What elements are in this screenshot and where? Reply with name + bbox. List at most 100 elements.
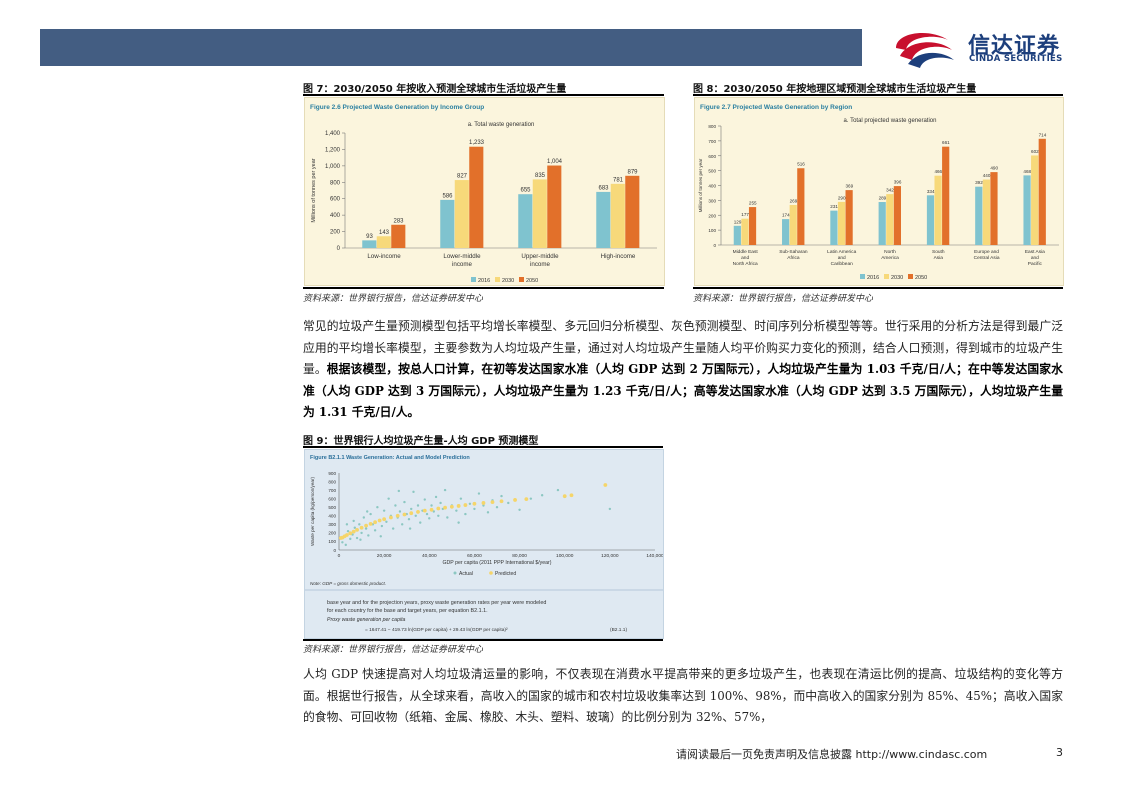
bar-2050 — [990, 172, 998, 245]
actual-point — [385, 520, 388, 523]
bar-2030 — [532, 179, 547, 248]
bar-2016 — [926, 195, 935, 245]
y-tick-label: 600 — [330, 197, 341, 203]
fig7-bottom-rule — [303, 287, 664, 289]
predicted-point — [562, 494, 567, 498]
category-label: East Asia — [1025, 249, 1045, 255]
category-label: Latin America — [827, 249, 856, 255]
cinda-logo-icon — [896, 33, 954, 68]
fig7-chart-box: Figure 2.6 Projected Waste Generation by… — [304, 97, 665, 286]
predicted-point — [603, 483, 608, 487]
bar-value-label: 655 — [520, 188, 531, 194]
predicted-point — [449, 504, 454, 509]
predicted-point — [569, 493, 574, 498]
fig7-source: 资料来源：世界银行报告，信达证券研发中心 — [303, 294, 484, 304]
actual-point — [367, 534, 370, 537]
legend-label: 2050 — [915, 275, 927, 281]
chart-title: a. Total waste generation — [468, 122, 535, 128]
bar-value-label: 879 — [627, 169, 638, 175]
y-tick-label: 0 — [337, 246, 341, 252]
predicted-point — [351, 529, 356, 534]
actual-point — [434, 495, 438, 499]
bar-2050 — [391, 224, 406, 248]
actual-point — [382, 509, 386, 512]
predicted-point — [345, 533, 349, 537]
actual-point — [346, 529, 350, 533]
predicted-point — [389, 515, 393, 520]
actual-point — [407, 518, 411, 521]
predicted-point — [429, 507, 434, 512]
bar-value-label: 289 — [879, 196, 887, 201]
legend-swatch-actual — [453, 571, 457, 575]
y-tick-label: 300 — [708, 198, 716, 203]
bar-2050 — [893, 186, 901, 245]
predicted-point — [368, 522, 373, 526]
figure-note: Note: GDP = gross domestic product. — [310, 581, 386, 586]
y-tick-label: 600 — [708, 154, 716, 159]
fig7-caption: 图 7：2030/2050 年按收入预测全球城市生活垃圾产生量 — [303, 84, 567, 95]
predicted-point — [364, 523, 368, 528]
fig9-chart-box: Figure B2.1.1 Waste Generation: Actual a… — [304, 449, 664, 639]
y-tick-label: 200 — [330, 230, 341, 236]
bar-2050 — [845, 190, 853, 245]
chart-title: a. Total projected waste generation — [844, 118, 937, 124]
actual-point — [349, 537, 352, 541]
predicted-point — [436, 506, 441, 511]
fig8-bottom-rule — [693, 287, 1063, 289]
bar-value-label: 143 — [379, 230, 390, 236]
category-label: Middle East — [733, 249, 759, 255]
y-tick-label: 400 — [328, 514, 336, 519]
actual-point — [437, 514, 440, 517]
predicted-point — [402, 512, 407, 517]
bar-value-label: 1,233 — [469, 140, 485, 146]
category-label: Asia — [934, 255, 944, 261]
actual-point — [455, 509, 458, 512]
actual-point — [459, 497, 463, 500]
bar-value-label: 290 — [838, 195, 846, 200]
bar-2016 — [782, 219, 790, 245]
y-tick-label: 1,200 — [325, 147, 341, 153]
bar-value-label: 661 — [942, 140, 950, 145]
bar-value-label: 269 — [790, 198, 798, 203]
x-tick-label: 140,000 — [646, 553, 663, 559]
actual-point — [495, 506, 499, 509]
actual-point — [432, 510, 435, 513]
actual-point — [529, 497, 533, 500]
bar-value-label: 129 — [734, 219, 742, 224]
bar-value-label: 369 — [845, 184, 853, 189]
x-tick-label: 0 — [338, 553, 341, 559]
bar-2016 — [733, 225, 741, 245]
actual-point — [457, 521, 460, 524]
actual-point — [416, 504, 420, 507]
actual-point — [477, 492, 481, 495]
body-paragraph-1: 常见的垃圾产生量预测模型包括平均增长率模型、多元回归分析模型、灰色预测模型、时间… — [303, 316, 1063, 424]
actual-point — [379, 535, 382, 538]
y-tick-label: 100 — [328, 539, 336, 544]
bar-2030 — [454, 180, 469, 248]
actual-point — [391, 527, 395, 530]
figure-inner-title: Figure 2.7 Projected Waste Generation by… — [700, 104, 852, 111]
bar-value-label: 440 — [983, 173, 991, 178]
actual-point — [414, 514, 417, 517]
bar-2030 — [1031, 155, 1039, 245]
legend-label: Predicted — [495, 571, 516, 577]
bar-value-label: 255 — [749, 201, 757, 206]
predicted-point — [513, 498, 517, 502]
actual-point — [443, 488, 447, 492]
category-label: Low-income — [367, 253, 401, 260]
y-tick-label: 0 — [713, 243, 716, 248]
y-tick-label: 600 — [328, 496, 336, 501]
actual-point — [468, 502, 472, 505]
y-tick-label: 200 — [328, 531, 336, 536]
figure-inner-title: Figure 2.6 Projected Waste Generation by… — [310, 104, 484, 111]
bar-value-label: 781 — [613, 177, 624, 183]
actual-point — [376, 506, 379, 509]
actual-point — [355, 536, 359, 540]
predicted-point — [359, 525, 364, 530]
legend-label: 2016 — [867, 275, 879, 281]
predicted-point — [422, 508, 427, 513]
fig8-bar-chart: Figure 2.7 Projected Waste Generation by… — [698, 104, 1059, 281]
y-tick-label: 100 — [708, 228, 716, 233]
category-label: income — [530, 261, 551, 268]
bar-2030 — [886, 194, 894, 245]
